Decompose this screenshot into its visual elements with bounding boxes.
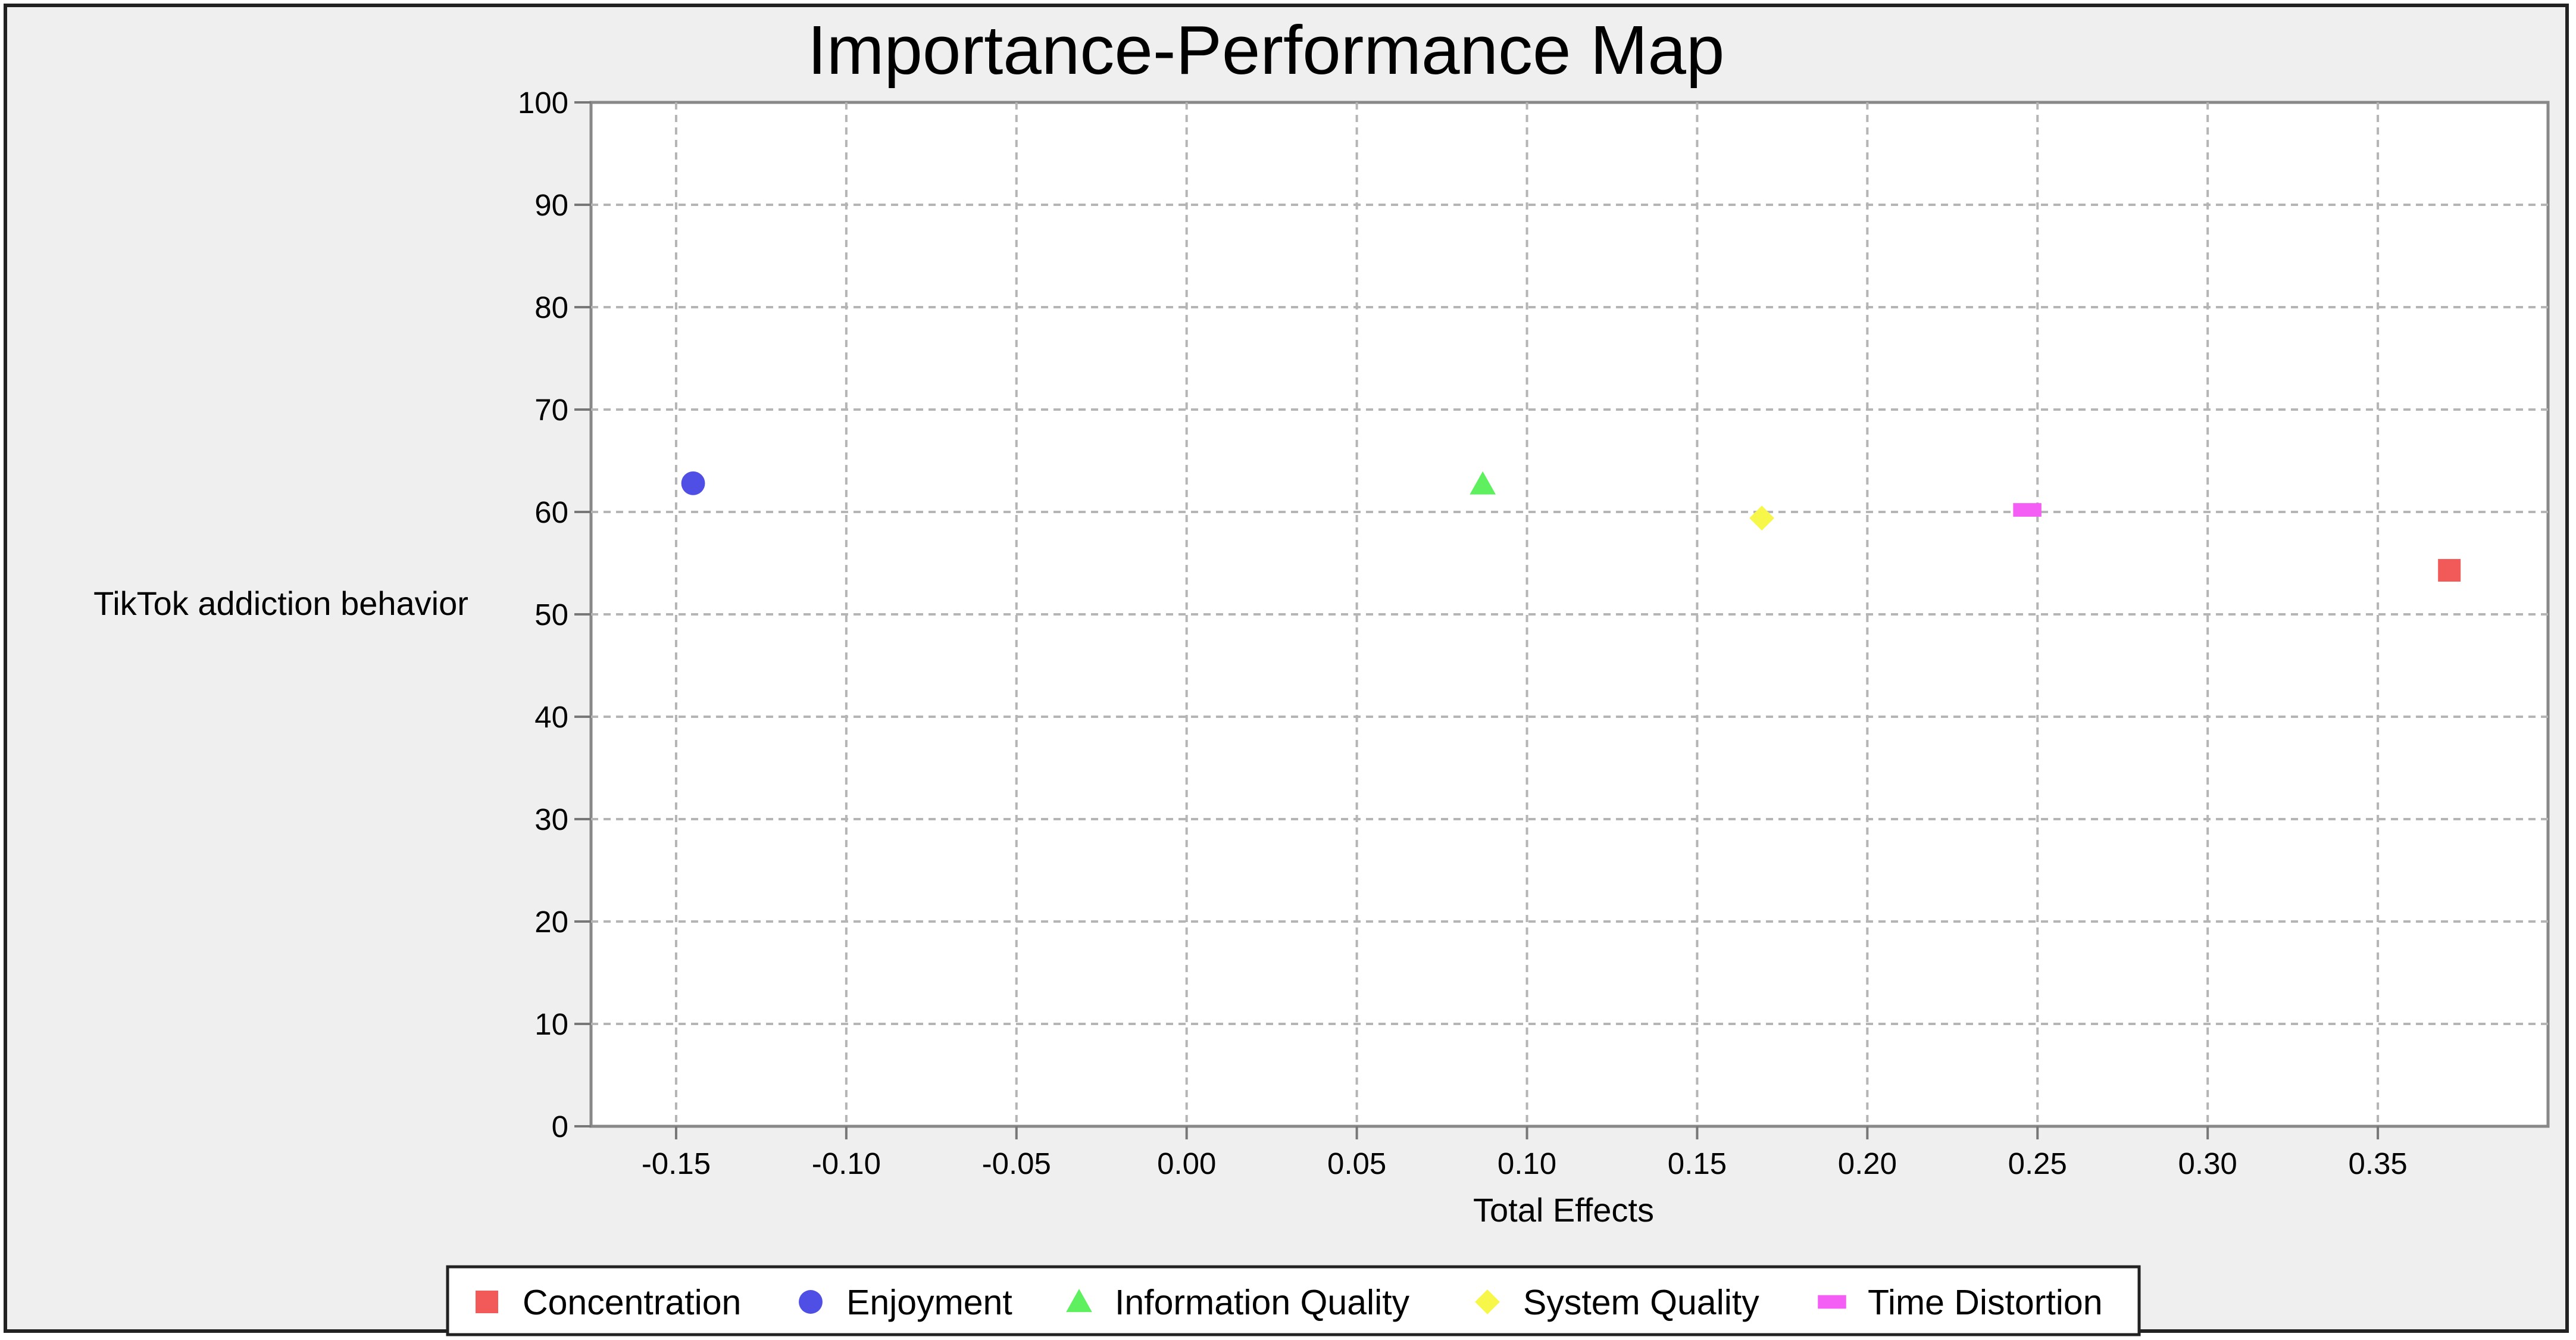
x-tick-label: 0.25	[2008, 1147, 2067, 1180]
chart-frame: Importance-Performance Map 0 10 20 30 40 50 60…	[4, 4, 2569, 1336]
x-tick-label: -0.05	[982, 1147, 1051, 1180]
legend-label-time-distortion: Time Distortion	[1868, 1283, 2103, 1322]
legend-label-information-quality: Information Quality	[1115, 1283, 1410, 1322]
x-tick-label: -0.10	[812, 1147, 881, 1180]
x-tick-label: 0.35	[2348, 1147, 2407, 1180]
y-tick-label: 10	[534, 1007, 568, 1041]
y-tick-label: 70	[534, 393, 568, 427]
x-tick-label: 0.15	[1668, 1147, 1727, 1180]
data-point-information-quality	[1470, 471, 1496, 495]
y-tick-label: 60	[534, 495, 568, 529]
legend-marker-information-quality	[1066, 1289, 1092, 1313]
x-tick-label: 0.00	[1157, 1147, 1216, 1180]
data-points	[681, 471, 2461, 582]
data-point-concentration	[2438, 559, 2461, 582]
x-tick-label: 0.05	[1327, 1147, 1386, 1180]
data-point-time-distortion	[2013, 503, 2042, 517]
y-axis-title: TikTok addiction behavior	[93, 585, 468, 622]
legend-marker-system-quality	[1475, 1289, 1500, 1314]
x-axis-title: Total Effects	[1473, 1191, 1654, 1229]
data-point-enjoyment	[681, 471, 705, 495]
y-tick-label: 80	[534, 291, 568, 324]
y-tick-label: 40	[534, 700, 568, 734]
legend-marker-concentration	[476, 1291, 498, 1313]
y-tick-label: 90	[534, 188, 568, 222]
y-tick-label: 20	[534, 905, 568, 939]
legend-items: Concentration Enjoyment Information Qualit…	[476, 1283, 2103, 1322]
y-tick-label: 50	[534, 598, 568, 632]
legend-label-concentration: Concentration	[523, 1283, 741, 1322]
legend-marker-enjoyment	[799, 1290, 823, 1314]
chart-title: Importance-Performance Map	[808, 11, 1725, 89]
x-tick-label: 0.20	[1838, 1147, 1897, 1180]
y-tick-label: 100	[518, 86, 568, 120]
y-tick-label: 0	[552, 1110, 568, 1144]
y-tick-label: 30	[534, 802, 568, 836]
data-point-system-quality	[1749, 505, 1774, 531]
grid	[591, 102, 2548, 1126]
legend-label-enjoyment: Enjoyment	[846, 1283, 1012, 1322]
legend	[446, 1265, 2141, 1336]
legend-marker-time-distortion	[1818, 1295, 1846, 1309]
axis-ticks: 0 10 20 30 40 50 60 70 80 90 100 -0.15 -0.10 -0.05 0.0…	[518, 86, 2408, 1180]
x-tick-label: 0.30	[2178, 1147, 2237, 1180]
x-tick-label: -0.15	[642, 1147, 711, 1180]
legend-label-system-quality: System Quality	[1523, 1283, 1759, 1322]
x-tick-label: 0.10	[1498, 1147, 1556, 1180]
scatter-chart: Importance-Performance Map 0 10 20 30 40 50 60…	[93, 11, 2550, 1336]
